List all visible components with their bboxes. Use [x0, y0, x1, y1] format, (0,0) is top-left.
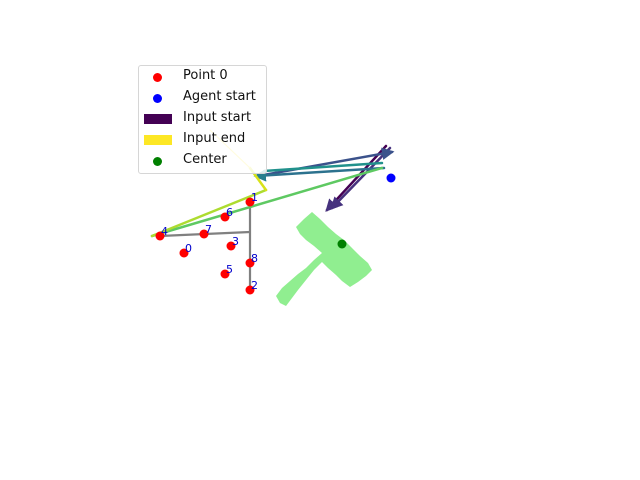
point-5	[220, 269, 230, 279]
point-1	[245, 197, 255, 207]
legend-swatch-agent-start	[153, 94, 162, 103]
legend-item-input-start: Input start	[139, 109, 266, 129]
legend: Point 0 Agent start Input start Input en…	[138, 65, 267, 174]
point-label-2: 2	[251, 279, 258, 292]
point-label-1: 1	[251, 191, 258, 204]
legend-label-agent-start: Agent start	[183, 89, 256, 104]
legend-item-agent-start: Agent start	[139, 88, 266, 108]
point-2	[245, 285, 255, 295]
point-8	[245, 258, 255, 268]
point-6	[220, 212, 230, 222]
legend-item-point0: Point 0	[139, 67, 266, 87]
point-label-6: 6	[226, 206, 233, 219]
point-label-3: 3	[232, 235, 239, 248]
legend-item-center: Center	[139, 151, 266, 171]
target-shape	[276, 212, 372, 306]
point-4	[155, 231, 165, 241]
point-labels-layer: 0 1 2 3 4 5 6 7 8	[161, 191, 258, 292]
legend-label-input-start: Input start	[183, 110, 252, 125]
point-0	[179, 248, 189, 258]
legend-swatch-point0	[153, 73, 162, 82]
point-7	[199, 229, 209, 239]
legend-label-input-end: Input end	[183, 131, 246, 146]
legend-item-input-end: Input end	[139, 130, 266, 150]
points-layer	[155, 197, 255, 295]
point-label-7: 7	[205, 223, 212, 236]
point-label-5: 5	[226, 263, 233, 276]
legend-swatch-input-end	[144, 135, 172, 145]
legend-swatch-input-start	[144, 114, 172, 124]
point-label-8: 8	[251, 252, 258, 265]
center-marker	[337, 239, 347, 249]
legend-label-center: Center	[183, 152, 227, 167]
point-label-0: 0	[185, 242, 192, 255]
legend-label-point0: Point 0	[183, 68, 228, 83]
point-label-4: 4	[161, 225, 168, 238]
agent-start-marker	[386, 173, 396, 183]
legend-swatch-center	[153, 157, 162, 166]
point-3	[226, 241, 236, 251]
